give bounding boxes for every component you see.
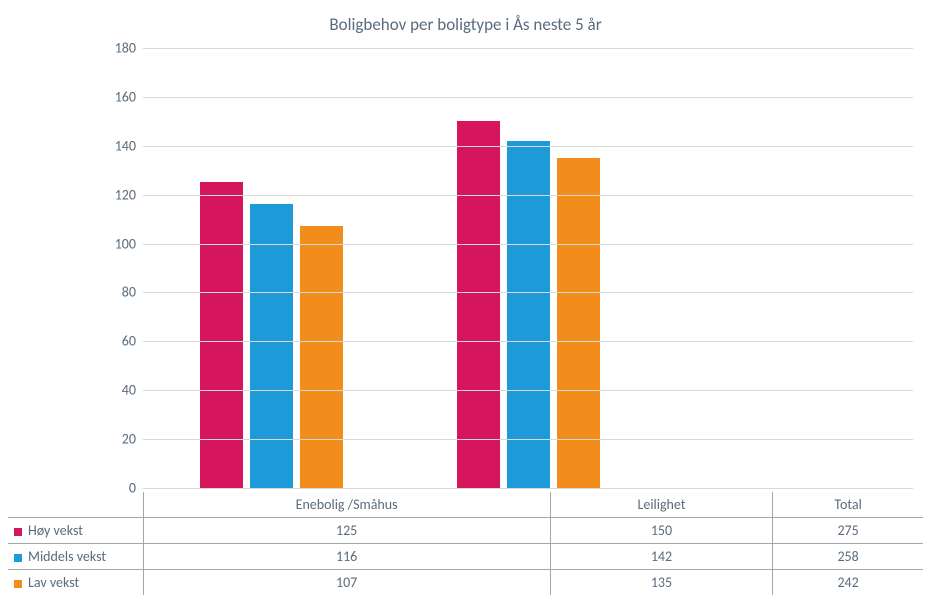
- table-cell: 125: [143, 518, 550, 544]
- bar: [507, 141, 550, 488]
- data-table: Enebolig /SmåhusLeilighetTotal Høy vekst 1…: [8, 492, 923, 595]
- y-tick-label: 20: [86, 431, 136, 448]
- gridline: [143, 48, 913, 49]
- table-series-name: Lav vekst: [8, 570, 143, 596]
- legend-swatch: [14, 580, 22, 588]
- y-tick-label: 0: [86, 480, 136, 497]
- gridline: [143, 292, 913, 293]
- gridline: [143, 195, 913, 196]
- gridline: [143, 439, 913, 440]
- bars-layer: [143, 48, 913, 488]
- table-header-category: Total: [773, 492, 923, 518]
- gridline: [143, 97, 913, 98]
- y-tick-label: 100: [86, 235, 136, 252]
- gridline: [143, 244, 913, 245]
- bar: [200, 182, 243, 488]
- y-tick-label: 120: [86, 186, 136, 203]
- table-cell: 135: [550, 570, 772, 596]
- legend-swatch: [14, 528, 22, 536]
- table-cell: 107: [143, 570, 550, 596]
- table-cell: 142: [550, 544, 772, 570]
- bar: [457, 121, 500, 488]
- chart-title: Boligbehov per boligtype i Ås neste 5 år: [0, 0, 931, 35]
- gridline: [143, 390, 913, 391]
- table-cell: 150: [550, 518, 772, 544]
- bar: [250, 204, 293, 488]
- table-cell: 258: [773, 544, 923, 570]
- y-tick-label: 80: [86, 284, 136, 301]
- bar: [300, 226, 343, 488]
- plot-area: [143, 48, 913, 488]
- gridline: [143, 341, 913, 342]
- gridline: [143, 488, 913, 489]
- table-header-category: Leilighet: [550, 492, 772, 518]
- y-tick-label: 140: [86, 137, 136, 154]
- table-cell: 275: [773, 518, 923, 544]
- table-cell: 242: [773, 570, 923, 596]
- legend-label: Høy vekst: [28, 522, 83, 539]
- table-cell: 116: [143, 544, 550, 570]
- y-tick-label: 60: [86, 333, 136, 350]
- y-tick-label: 180: [86, 40, 136, 57]
- legend-swatch: [14, 554, 22, 562]
- table-series-name: Høy vekst: [8, 518, 143, 544]
- y-tick-label: 40: [86, 382, 136, 399]
- legend-label: Middels vekst: [28, 548, 106, 565]
- y-tick-label: 160: [86, 88, 136, 105]
- legend-label: Lav vekst: [28, 574, 79, 591]
- chart-container: Boligbehov per boligtype i Ås neste 5 år…: [0, 0, 931, 608]
- table-series-name: Middels vekst: [8, 544, 143, 570]
- gridline: [143, 146, 913, 147]
- table-header-category: Enebolig /Småhus: [143, 492, 550, 518]
